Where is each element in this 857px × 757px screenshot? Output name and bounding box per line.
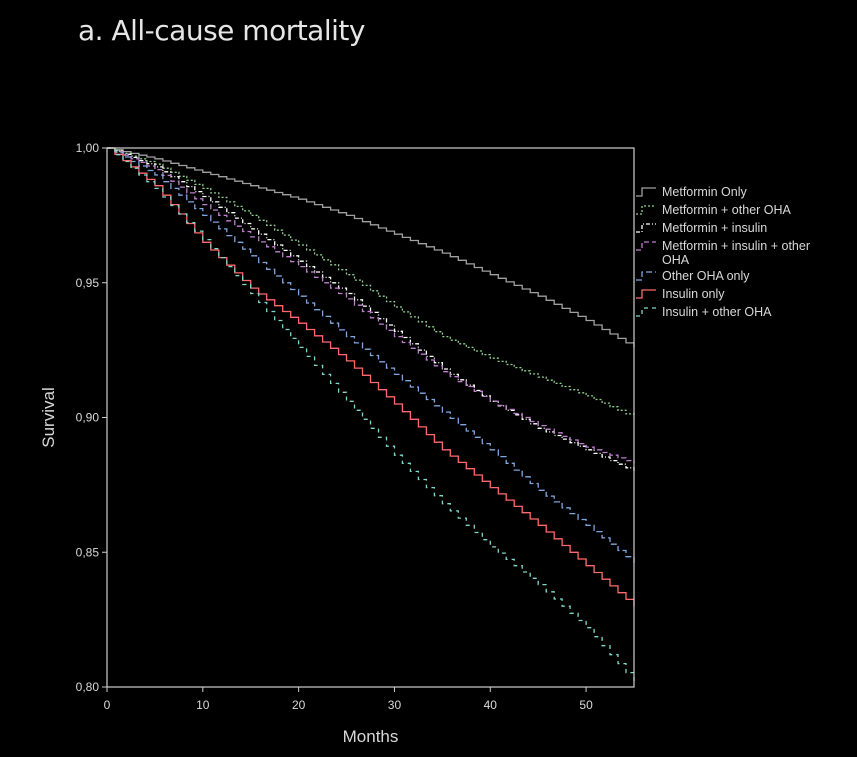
axes-layer: 0 10 20 30 40 50 0,80 0,85 0,90 0,95 1,00 bbox=[76, 141, 593, 712]
legend-label: Metformin + insulin + other OHA bbox=[662, 239, 810, 267]
series-layer bbox=[107, 147, 635, 682]
legend-swatch bbox=[636, 187, 656, 197]
x-tick-label: 20 bbox=[292, 698, 306, 712]
series-line-2 bbox=[107, 147, 635, 472]
x-tick-label: 50 bbox=[579, 698, 593, 712]
x-axis-title: Months bbox=[343, 727, 399, 746]
y-axis-title: Survival bbox=[39, 387, 58, 447]
chart-title: a. All-cause mortality bbox=[78, 14, 365, 47]
legend-label: Other OHA only bbox=[662, 269, 750, 283]
x-tick-label: 40 bbox=[484, 698, 498, 712]
legend-label: Metformin Only bbox=[662, 185, 747, 199]
legend-label: Metformin + insulin bbox=[662, 221, 767, 235]
y-tick-label: 0,80 bbox=[76, 680, 100, 694]
series-line-5 bbox=[107, 147, 635, 607]
y-tick-label: 1,00 bbox=[76, 141, 100, 155]
legend-label: Insulin only bbox=[662, 287, 725, 301]
series-line-4 bbox=[107, 147, 635, 563]
legend-swatch bbox=[636, 205, 656, 215]
plot-frame bbox=[106, 147, 635, 688]
legend-label: Metformin + other OHA bbox=[662, 203, 792, 217]
series-line-1 bbox=[107, 147, 635, 418]
legend-swatch bbox=[636, 307, 656, 317]
x-tick-label: 0 bbox=[104, 698, 111, 712]
legend-swatch bbox=[636, 223, 656, 233]
series-line-0 bbox=[107, 147, 635, 348]
legend-label: Insulin + other OHA bbox=[662, 305, 772, 319]
y-tick-label: 0,95 bbox=[76, 276, 100, 290]
x-tick-label: 10 bbox=[196, 698, 210, 712]
legend-swatch bbox=[636, 289, 656, 299]
legend-swatch bbox=[636, 271, 656, 281]
series-line-6 bbox=[107, 147, 635, 682]
y-tick-label: 0,90 bbox=[76, 411, 100, 425]
y-tick-label: 0,85 bbox=[76, 545, 100, 559]
legend: Metformin Only Metformin + other OHA Metfo… bbox=[636, 185, 810, 319]
series-line-3 bbox=[107, 147, 635, 464]
x-tick-label: 30 bbox=[388, 698, 402, 712]
legend-swatch bbox=[636, 241, 656, 251]
